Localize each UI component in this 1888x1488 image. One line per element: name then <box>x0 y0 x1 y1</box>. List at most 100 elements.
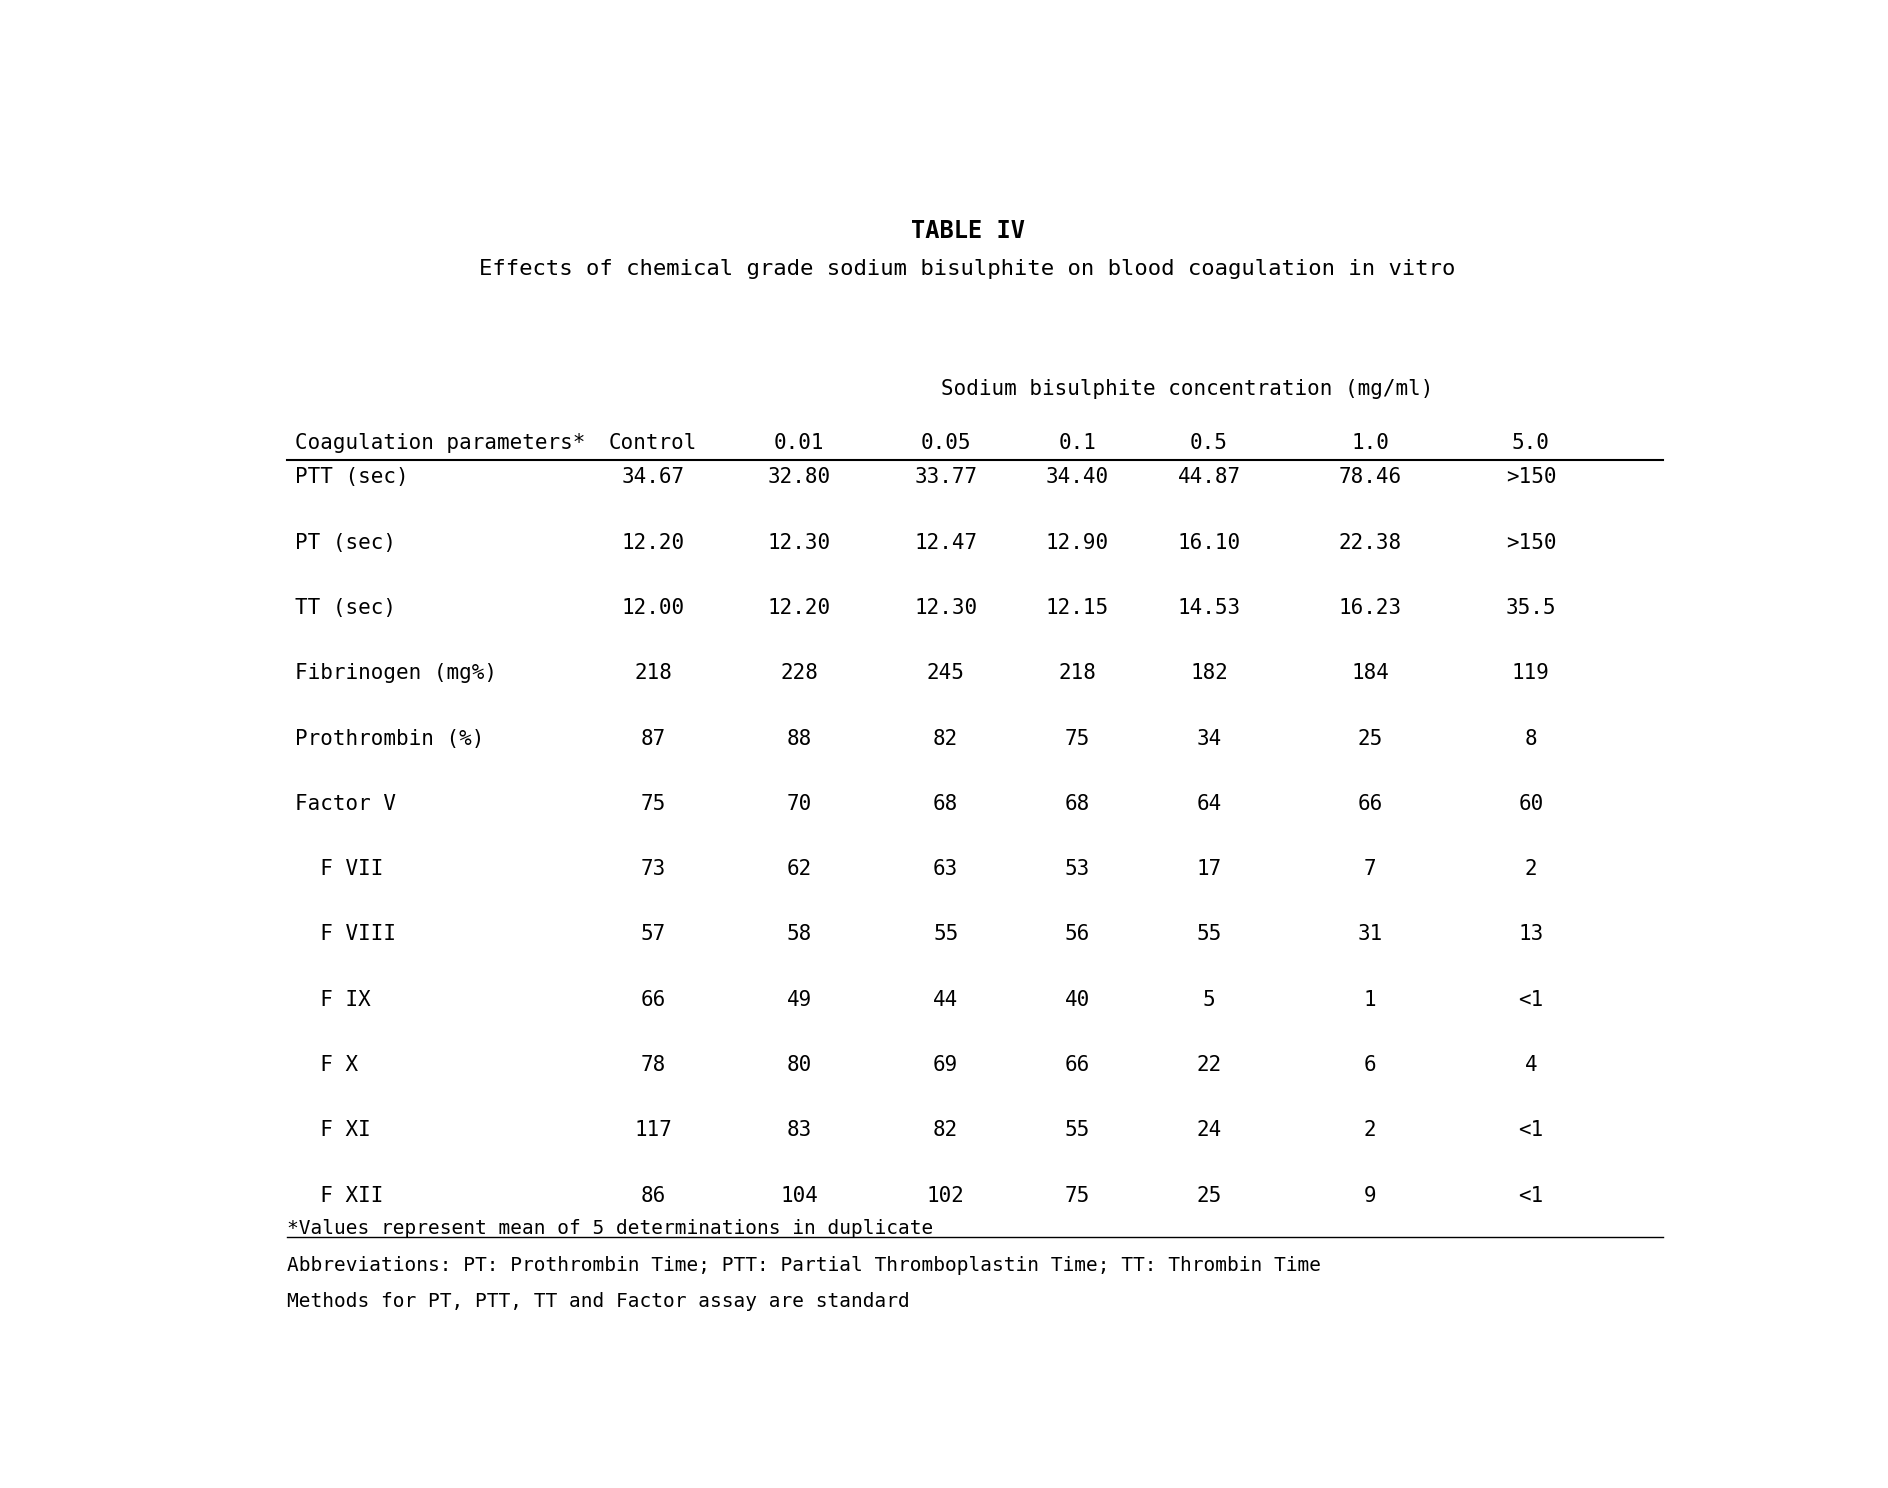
Text: 40: 40 <box>1065 990 1089 1010</box>
Text: 64: 64 <box>1197 793 1222 814</box>
Text: 55: 55 <box>1197 924 1222 945</box>
Text: <1: <1 <box>1518 990 1544 1010</box>
Text: 86: 86 <box>640 1186 666 1205</box>
Text: 31: 31 <box>1357 924 1382 945</box>
Text: 0.5: 0.5 <box>1189 433 1227 452</box>
Text: 25: 25 <box>1197 1186 1222 1205</box>
Text: 82: 82 <box>933 1120 959 1140</box>
Text: 102: 102 <box>927 1186 965 1205</box>
Text: PT (sec): PT (sec) <box>295 533 395 552</box>
Text: 35.5: 35.5 <box>1507 598 1556 618</box>
Text: Factor V: Factor V <box>295 793 395 814</box>
Text: Control: Control <box>608 433 697 452</box>
Text: 117: 117 <box>634 1120 672 1140</box>
Text: F VII: F VII <box>295 859 383 879</box>
Text: *Values represent mean of 5 determinations in duplicate: *Values represent mean of 5 determinatio… <box>287 1219 933 1238</box>
Text: 5: 5 <box>1203 990 1216 1010</box>
Text: 9: 9 <box>1363 1186 1376 1205</box>
Text: 2: 2 <box>1363 1120 1376 1140</box>
Text: 44.87: 44.87 <box>1178 467 1240 487</box>
Text: 184: 184 <box>1352 664 1390 683</box>
Text: 14.53: 14.53 <box>1178 598 1240 618</box>
Text: 1.0: 1.0 <box>1352 433 1390 452</box>
Text: <1: <1 <box>1518 1186 1544 1205</box>
Text: 80: 80 <box>787 1055 812 1074</box>
Text: Effects of chemical grade sodium bisulphite on blood coagulation in vitro: Effects of chemical grade sodium bisulph… <box>480 259 1456 278</box>
Text: 1: 1 <box>1363 990 1376 1010</box>
Text: 24: 24 <box>1197 1120 1222 1140</box>
Text: 78.46: 78.46 <box>1339 467 1401 487</box>
Text: 16.10: 16.10 <box>1178 533 1240 552</box>
Text: 12.47: 12.47 <box>914 533 978 552</box>
Text: 2: 2 <box>1526 859 1537 879</box>
Text: 0.05: 0.05 <box>921 433 970 452</box>
Text: 12.20: 12.20 <box>768 598 831 618</box>
Text: 33.77: 33.77 <box>914 467 978 487</box>
Text: >150: >150 <box>1507 533 1556 552</box>
Text: <1: <1 <box>1518 1120 1544 1140</box>
Text: 182: 182 <box>1189 664 1227 683</box>
Text: 56: 56 <box>1065 924 1089 945</box>
Text: 55: 55 <box>933 924 959 945</box>
Text: 57: 57 <box>640 924 666 945</box>
Text: 34.67: 34.67 <box>621 467 685 487</box>
Text: 13: 13 <box>1518 924 1544 945</box>
Text: TT (sec): TT (sec) <box>295 598 395 618</box>
Text: 75: 75 <box>1065 1186 1089 1205</box>
Text: 104: 104 <box>780 1186 818 1205</box>
Text: 82: 82 <box>933 729 959 748</box>
Text: F X: F X <box>295 1055 357 1074</box>
Text: 12.30: 12.30 <box>768 533 831 552</box>
Text: 60: 60 <box>1518 793 1544 814</box>
Text: TABLE IV: TABLE IV <box>910 219 1025 243</box>
Text: F XII: F XII <box>295 1186 383 1205</box>
Text: Methods for PT, PTT, TT and Factor assay are standard: Methods for PT, PTT, TT and Factor assay… <box>287 1292 910 1311</box>
Text: 25: 25 <box>1357 729 1382 748</box>
Text: >150: >150 <box>1507 467 1556 487</box>
Text: 16.23: 16.23 <box>1339 598 1401 618</box>
Text: Coagulation parameters*: Coagulation parameters* <box>295 433 585 452</box>
Text: 12.00: 12.00 <box>621 598 685 618</box>
Text: 32.80: 32.80 <box>768 467 831 487</box>
Text: 58: 58 <box>787 924 812 945</box>
Text: 73: 73 <box>640 859 666 879</box>
Text: 218: 218 <box>1059 664 1097 683</box>
Text: 78: 78 <box>640 1055 666 1074</box>
Text: 75: 75 <box>640 793 666 814</box>
Text: 12.15: 12.15 <box>1046 598 1108 618</box>
Text: 228: 228 <box>780 664 818 683</box>
Text: 75: 75 <box>1065 729 1089 748</box>
Text: 70: 70 <box>787 793 812 814</box>
Text: 8: 8 <box>1526 729 1537 748</box>
Text: F XI: F XI <box>295 1120 370 1140</box>
Text: 44: 44 <box>933 990 959 1010</box>
Text: F IX: F IX <box>295 990 370 1010</box>
Text: 0.1: 0.1 <box>1059 433 1097 452</box>
Text: 12.20: 12.20 <box>621 533 685 552</box>
Text: 68: 68 <box>1065 793 1089 814</box>
Text: Abbreviations: PT: Prothrombin Time; PTT: Partial Thromboplastin Time; TT: Throm: Abbreviations: PT: Prothrombin Time; PTT… <box>287 1256 1322 1275</box>
Text: 119: 119 <box>1512 664 1550 683</box>
Text: 88: 88 <box>787 729 812 748</box>
Text: 66: 66 <box>1065 1055 1089 1074</box>
Text: 245: 245 <box>927 664 965 683</box>
Text: 0.01: 0.01 <box>774 433 825 452</box>
Text: 66: 66 <box>640 990 666 1010</box>
Text: Prothrombin (%): Prothrombin (%) <box>295 729 483 748</box>
Text: 66: 66 <box>1357 793 1382 814</box>
Text: 6: 6 <box>1363 1055 1376 1074</box>
Text: 218: 218 <box>634 664 672 683</box>
Text: 49: 49 <box>787 990 812 1010</box>
Text: 12.90: 12.90 <box>1046 533 1108 552</box>
Text: Sodium bisulphite concentration (mg/ml): Sodium bisulphite concentration (mg/ml) <box>940 379 1433 399</box>
Text: 7: 7 <box>1363 859 1376 879</box>
Text: PTT (sec): PTT (sec) <box>295 467 408 487</box>
Text: 69: 69 <box>933 1055 959 1074</box>
Text: 62: 62 <box>787 859 812 879</box>
Text: 4: 4 <box>1526 1055 1537 1074</box>
Text: 34: 34 <box>1197 729 1222 748</box>
Text: 53: 53 <box>1065 859 1089 879</box>
Text: 55: 55 <box>1065 1120 1089 1140</box>
Text: 12.30: 12.30 <box>914 598 978 618</box>
Text: 68: 68 <box>933 793 959 814</box>
